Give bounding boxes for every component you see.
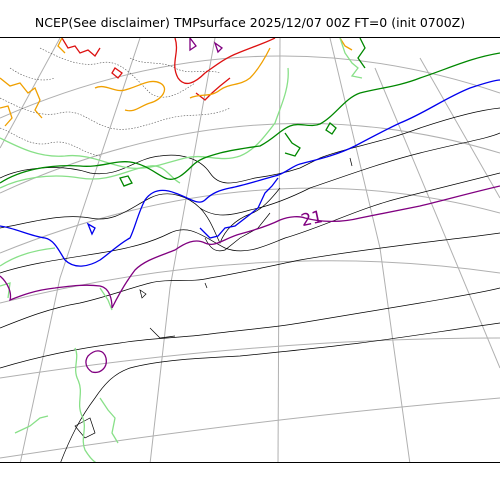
- latitude-line: [0, 187, 500, 254]
- meridian-line: [0, 38, 61, 149]
- meridian-line: [277, 38, 281, 462]
- latitude-line: [0, 55, 500, 119]
- meridian-line: [19, 38, 141, 462]
- meridian-line: [374, 67, 500, 369]
- graticule: [0, 38, 500, 462]
- latitude-line: [0, 260, 500, 304]
- misc-contours: [139, 157, 353, 299]
- map-panel: 21: [0, 37, 500, 463]
- contour-label: 21: [299, 207, 324, 231]
- contour-orange: [0, 38, 353, 127]
- meridian-line: [149, 38, 216, 462]
- contour-gray-dotted: [0, 47, 231, 157]
- coastline: [0, 107, 500, 462]
- contour-green: [0, 38, 500, 187]
- contour-red: [61, 38, 276, 101]
- temperature-map: 21: [0, 38, 500, 462]
- contour-lightgreen: [0, 38, 363, 462]
- latitude-line: [0, 337, 500, 379]
- contour-purple: [0, 38, 500, 374]
- meridian-line: [329, 38, 411, 462]
- meridian-line: [419, 57, 500, 199]
- latitude-line: [0, 397, 500, 459]
- map-title: NCEP(See disclaimer) TMPsurface 2025/12/…: [34, 15, 466, 30]
- contour-blue: [0, 79, 500, 267]
